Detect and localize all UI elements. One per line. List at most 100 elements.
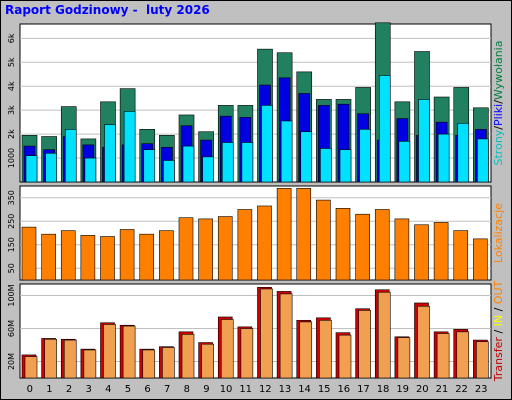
lokalizacje-bar [217, 216, 233, 281]
x-tick-label: 22 [455, 384, 468, 395]
x-tick-label: 11 [239, 384, 252, 395]
legend-panel2: Lokalizacje [492, 203, 505, 263]
transfer-out-bar [24, 356, 38, 379]
x-tick-label: 18 [377, 384, 390, 395]
x-tick-label: 6 [144, 384, 150, 395]
lokalizacje-bar [159, 230, 174, 281]
strony-bar [418, 99, 430, 183]
lokalizacje-bar [433, 222, 449, 281]
lokalizacje-bar [355, 213, 370, 281]
strony-bar [261, 105, 273, 183]
requests-y-tick-label: 2k [7, 129, 16, 139]
lokalizacje-bar [296, 188, 312, 281]
x-tick-label: 5 [125, 384, 131, 395]
strony-bar [320, 148, 332, 183]
lokalizacje-bar [374, 209, 390, 281]
transfer-out-bar [279, 293, 293, 379]
legend-entry: Wywołania [492, 41, 505, 101]
x-tick-label: 23 [475, 384, 488, 395]
chart-title: Raport Godzinowy - luty 2026 [5, 3, 210, 17]
locations-panel [19, 185, 492, 281]
x-tick-label: 16 [337, 384, 350, 395]
x-tick-label: 21 [436, 384, 449, 395]
legend-entry: OUT [492, 280, 505, 304]
strony-bar [378, 75, 391, 183]
transfer-panel [19, 283, 492, 379]
strony-bar [437, 133, 450, 183]
strony-bar [25, 155, 38, 183]
x-tick-label: 20 [416, 384, 429, 395]
transfer-out-bar [338, 334, 352, 379]
lokalizacje-bar [60, 230, 76, 281]
lokalizacje-bar [21, 226, 37, 281]
transfer-y-tick-label: 100M [7, 284, 16, 306]
x-tick-label: 0 [27, 384, 33, 395]
legend-entry: Transfer [492, 337, 505, 383]
lokalizacje-bar [453, 230, 469, 281]
transfer-out-bar [476, 341, 489, 379]
strony-bar [45, 152, 57, 183]
x-tick-label: 7 [164, 384, 170, 395]
transfer-out-bar [319, 319, 332, 379]
lokalizacje-bar [473, 238, 488, 281]
transfer-out-bar [299, 321, 313, 379]
legend-entry: / [492, 326, 505, 337]
transfer-out-bar [181, 333, 195, 379]
lokalizacje-bar [198, 218, 213, 281]
transfer-y-tick-label: 60M [7, 320, 16, 337]
strony-bar [339, 149, 352, 183]
x-tick-label: 12 [259, 384, 272, 395]
legend-entry: Strony [492, 129, 505, 165]
transfer-out-bar [377, 291, 391, 379]
strony-bar [64, 129, 77, 183]
lokalizacje-bar [119, 229, 135, 281]
strony-bar [359, 129, 371, 183]
strony-bar [300, 131, 313, 183]
legend-entry: / [492, 304, 505, 315]
lokalizacje-bar [316, 199, 331, 281]
x-tick-label: 1 [46, 384, 52, 395]
locations-y-tick-label: 150 [7, 237, 16, 252]
locations-y-tick-label: 50 [7, 263, 16, 273]
lokalizacje-bar [237, 209, 253, 281]
legend-entry: Lokalizacje [492, 203, 505, 263]
x-tick-label: 19 [396, 384, 409, 395]
strony-bar [477, 138, 489, 183]
strony-bar [398, 141, 411, 183]
transfer-out-bar [240, 328, 254, 379]
strony-bar [104, 124, 116, 183]
legend-panel1: Strony/Pliki/Wywołania [492, 41, 505, 166]
strony-bar [457, 123, 470, 183]
legend-entry: / [492, 100, 505, 104]
lokalizacje-bar [394, 218, 410, 281]
strony-bar [163, 160, 175, 183]
lokalizacje-bar [276, 188, 292, 281]
requests-y-tick-label: 5k [7, 57, 16, 67]
transfer-out-bar [63, 339, 77, 379]
x-tick-label: 9 [203, 384, 209, 395]
strony-bar [280, 120, 293, 183]
x-tick-label: 8 [184, 384, 190, 395]
strony-bar [221, 142, 234, 183]
strony-bar [241, 142, 254, 183]
transfer-out-bar [456, 331, 470, 379]
transfer-out-bar [436, 333, 450, 379]
lokalizacje-bar [257, 205, 272, 281]
lokalizacje-bar [100, 236, 115, 281]
strony-bar [123, 111, 136, 183]
locations-y-tick-label: 250 [7, 214, 16, 229]
transfer-out-bar [44, 338, 57, 379]
locations-y-tick-label: 350 [7, 190, 16, 205]
transfer-out-bar [358, 310, 371, 379]
requests-y-tick-label: 4k [7, 81, 16, 91]
transfer-out-bar [103, 324, 116, 379]
strony-bar [202, 156, 214, 183]
requests-y-tick-label: 6k [7, 33, 16, 43]
legend-entry: / [492, 126, 505, 130]
x-tick-label: 2 [66, 384, 72, 395]
x-tick-label: 17 [357, 384, 370, 395]
transfer-out-bar [162, 347, 175, 379]
strony-bar [84, 157, 97, 183]
transfer-out-bar [260, 288, 273, 379]
